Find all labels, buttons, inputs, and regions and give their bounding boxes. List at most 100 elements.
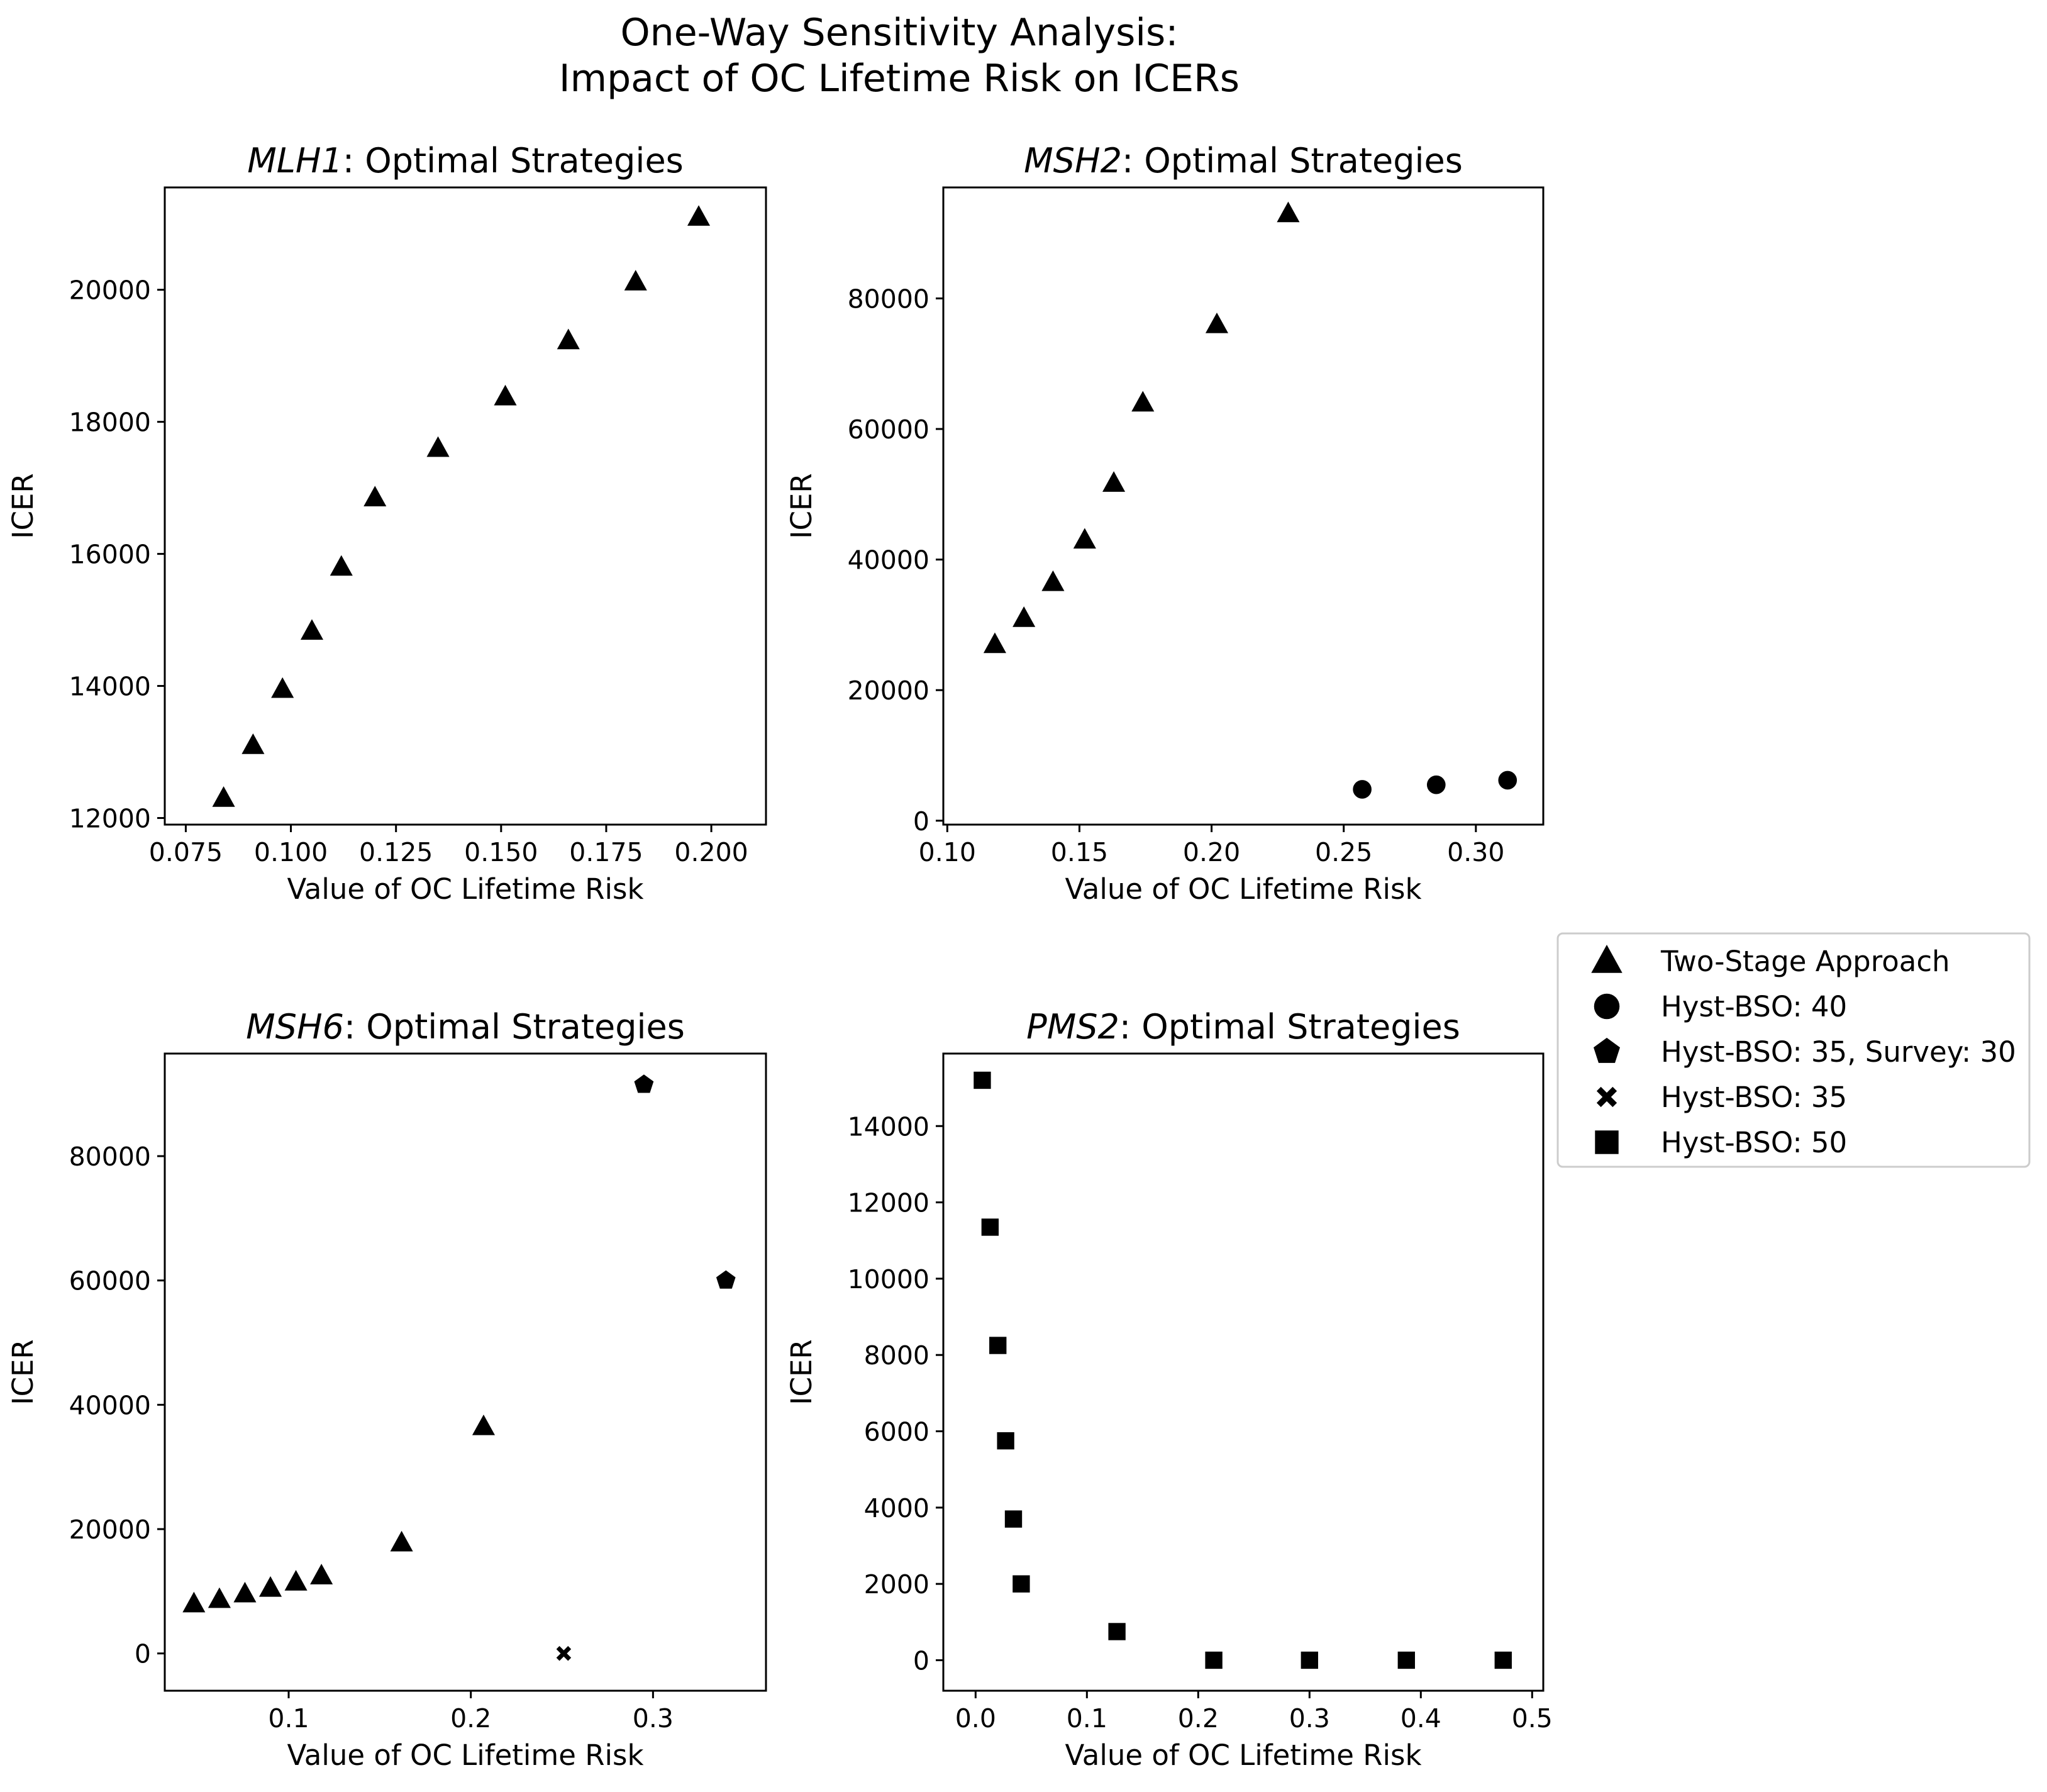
data-point [716, 1270, 736, 1289]
legend-entry: Two-Stage Approach [1591, 945, 1950, 978]
data-point [390, 1530, 413, 1552]
legend: Two-Stage Approach Hyst-BSO: 40 Hyst-BSO: … [1556, 932, 2031, 1168]
data-point [1426, 775, 1446, 794]
x-tick-label: 0.2 [1178, 1703, 1219, 1734]
legend-marker-circle [1594, 993, 1620, 1020]
data-point [1353, 780, 1372, 799]
data-point [634, 1074, 654, 1093]
subplot-msh2: MSH2: Optimal Strategies 0.10 0.15 0.20 0.25… [785, 141, 1545, 906]
x-tick-label: 0.15 [1051, 837, 1108, 867]
subplot-title: MSH2: Optimal Strategies [1024, 141, 1463, 181]
data-point [212, 786, 235, 807]
legend-entry: Hyst-BSO: 35 [1596, 1081, 1847, 1114]
data-point [1041, 570, 1065, 591]
x-axis-label: Value of OC Lifetime Risk [1065, 1739, 1421, 1772]
y-tick-label: 0 [913, 806, 929, 837]
data-point [208, 1587, 231, 1608]
subplot-title: MSH6: Optimal Strategies [246, 1007, 685, 1047]
x-tick-label: 0.10 [919, 837, 976, 867]
subplot-title: PMS2: Optimal Strategies [1026, 1007, 1460, 1047]
series-triangle [212, 205, 711, 807]
series-triangle [182, 1414, 496, 1613]
x-tick-label: 0.20 [1183, 837, 1240, 867]
x-tick-label: 0.3 [633, 1703, 674, 1734]
x-tick-label: 0.075 [149, 837, 223, 867]
data-point [233, 1581, 257, 1603]
legend-label: Hyst-BSO: 35, Survey: 30 [1661, 1035, 2016, 1069]
y-tick-label: 80000 [69, 1142, 151, 1172]
axes-frame [942, 186, 1545, 826]
data-point [989, 1337, 1007, 1354]
data-point [1108, 1623, 1126, 1640]
data-point [494, 384, 517, 406]
data-point [472, 1414, 496, 1435]
series-pentagon [634, 1074, 736, 1289]
legend-frame [1556, 932, 2031, 1168]
subplot-pms2: PMS2: Optimal Strategies 0.0 0.1 0.2 0.3 0.4 0… [785, 1007, 1553, 1772]
legend-entry: Hyst-BSO: 50 [1595, 1126, 1847, 1159]
y-tick-label: 12000 [848, 1188, 929, 1218]
data-point [1494, 1651, 1512, 1669]
x-tick-label: 0.2 [450, 1703, 491, 1734]
data-point [258, 1576, 282, 1597]
x-tick-label: 0.4 [1401, 1703, 1441, 1734]
y-tick-label: 8000 [864, 1340, 929, 1371]
y-tick-label: 14000 [848, 1111, 929, 1142]
legend-label: Hyst-BSO: 50 [1661, 1126, 1847, 1159]
y-axis-label: ICER [6, 473, 40, 538]
x-tick-label: 0.175 [569, 837, 643, 867]
legend-entry: Hyst-BSO: 35, Survey: 30 [1594, 1035, 2016, 1069]
y-tick-label: 12000 [69, 804, 151, 834]
subplot-title-rest: : Optimal Strategies [1122, 141, 1463, 181]
subplot-title-rest: : Optimal Strategies [344, 1007, 685, 1047]
x-tick-label: 0.200 [674, 837, 748, 867]
y-tick-label: 60000 [69, 1266, 151, 1296]
data-point [1004, 1510, 1023, 1528]
x-tick-label: 0.3 [1289, 1703, 1330, 1734]
data-point [983, 632, 1007, 654]
figure-title-line2: Impact of OC Lifetime Risk on ICERs [559, 57, 1240, 101]
y-tick-label: 40000 [69, 1390, 151, 1420]
legend-marker-triangle [1591, 945, 1623, 973]
y-tick-label: 40000 [848, 545, 929, 576]
subplot-title-gene: MLH1 [247, 141, 343, 181]
y-tick-label: 2000 [864, 1569, 929, 1600]
y-tick-label: 0 [135, 1639, 151, 1669]
data-point [182, 1591, 206, 1613]
data-point [300, 619, 324, 640]
x-axis-label: Value of OC Lifetime Risk [287, 872, 643, 906]
data-point [284, 1570, 308, 1591]
data-point [1012, 1575, 1030, 1593]
data-point [1073, 528, 1096, 549]
x-tick-label: 0.1 [1067, 1703, 1107, 1734]
y-tick-label: 20000 [69, 1515, 151, 1545]
data-point [1131, 391, 1155, 412]
data-point [426, 436, 450, 457]
subplot-title-rest: : Optimal Strategies [1119, 1007, 1460, 1047]
y-axis-label: ICER [785, 473, 818, 538]
x-tick-label: 0.30 [1447, 837, 1504, 867]
legend-entry: Hyst-BSO: 40 [1594, 990, 1847, 1023]
data-point [974, 1071, 991, 1089]
data-point [687, 205, 711, 226]
legend-marker-pentagon [1594, 1037, 1620, 1063]
legend-label: Hyst-BSO: 40 [1661, 990, 1847, 1023]
data-point [363, 486, 387, 507]
x-tick-label: 0.1 [268, 1703, 309, 1734]
y-tick-label: 14000 [69, 672, 151, 702]
x-axis-label: Value of OC Lifetime Risk [1065, 872, 1421, 906]
figure-title-line1: One-Way Sensitivity Analysis: [620, 11, 1178, 55]
data-point [556, 1645, 572, 1661]
subplot-title-gene: MSH2 [1024, 141, 1122, 181]
x-tick-label: 0.25 [1315, 837, 1372, 867]
y-tick-label: 20000 [848, 676, 929, 706]
x-axis-label: Value of OC Lifetime Risk [287, 1739, 643, 1772]
data-point [1397, 1651, 1415, 1669]
series-x [556, 1645, 572, 1661]
data-point [1301, 1651, 1318, 1669]
subplot-title-gene: MSH6 [246, 1007, 344, 1047]
series-square [974, 1071, 1512, 1669]
data-point [997, 1432, 1014, 1450]
